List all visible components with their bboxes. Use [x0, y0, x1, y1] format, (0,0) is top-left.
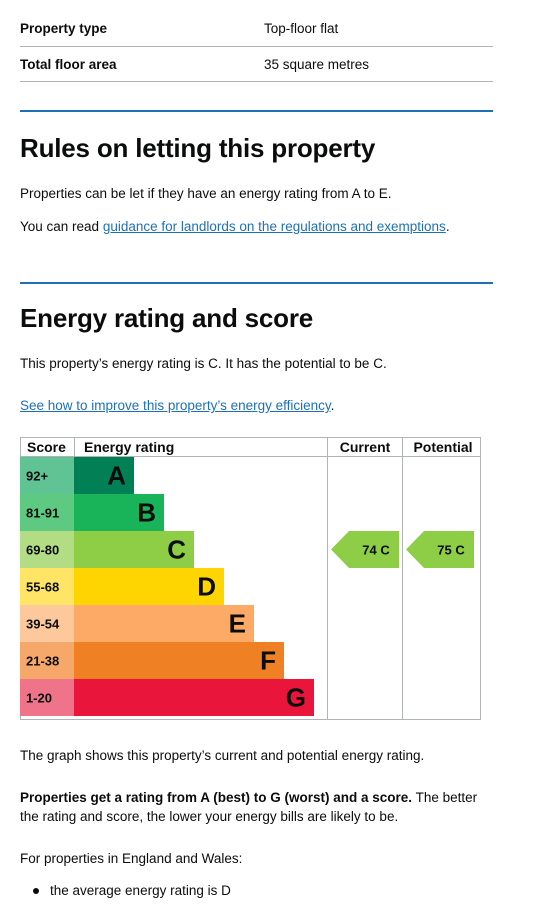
band-letter-e: E: [229, 609, 246, 639]
potential-rating-label: 75 C: [437, 543, 465, 558]
summary-row: Property type Top-floor flat: [20, 0, 493, 47]
band-letter-b: B: [137, 498, 156, 528]
rating-band-b: [74, 494, 164, 531]
score-cell-f: [20, 642, 74, 679]
band-letter-g: G: [286, 683, 306, 713]
average-rating-item: the average energy rating is D: [50, 883, 231, 898]
rating-text: This property’s energy rating is C. It h…: [20, 356, 387, 371]
rating-band-d: [74, 568, 224, 605]
score-range-d: 55-68: [26, 580, 59, 595]
score-cell-d: [20, 568, 74, 605]
current-rating-label: 74 C: [362, 543, 390, 558]
score-range-a: 92+: [26, 469, 48, 484]
rating-explanation-rest: The better the rating and score, the low…: [20, 790, 478, 824]
band-letter-a: A: [107, 461, 126, 491]
rating-explanation-bold: Properties get a rating from A (best) to…: [20, 790, 413, 805]
rating-band-g: [74, 679, 314, 716]
score-range-b: 81-91: [26, 506, 59, 521]
score-cell-c: [20, 531, 74, 568]
summary-value: Top-floor flat: [264, 21, 339, 36]
improve-suffix: .: [330, 398, 335, 413]
letting-guidance-text: You can read guidance for landlords on t…: [20, 217, 493, 236]
section-divider: [20, 282, 493, 284]
rating-band-a: [74, 457, 134, 494]
score-range-f: 21-38: [26, 654, 59, 669]
potential-rating-marker: [406, 531, 474, 568]
guidance-suffix: .: [445, 219, 450, 234]
guidance-prefix: You can read: [20, 219, 103, 234]
bullet-dot: [33, 888, 39, 894]
rating-band-f: [74, 642, 284, 679]
rating-explanation: Properties get a rating from A (best) to…: [20, 788, 493, 826]
summary-value: 35 square metres: [264, 56, 370, 72]
score-cell-e: [20, 605, 74, 642]
rating-header: Energy rating: [84, 439, 174, 455]
potential-header: Potential: [413, 439, 472, 455]
region-text: For properties in England and Wales:: [20, 851, 243, 866]
improve-link[interactable]: See how to improve this property’s energ…: [20, 398, 331, 413]
score-cell-a: [20, 457, 74, 494]
guidance-link[interactable]: guidance for landlords on the regulation…: [102, 219, 446, 234]
current-rating-marker: [331, 531, 399, 568]
rating-band-e: [74, 605, 254, 642]
band-letter-c: C: [167, 535, 186, 565]
current-header: Current: [340, 439, 391, 455]
score-header: Score: [27, 439, 66, 455]
summary-label: Total floor area: [20, 56, 117, 72]
summary-row: Total floor area 35 square metres: [20, 47, 493, 82]
letting-text: Properties can be let if they have an en…: [20, 186, 392, 201]
band-letter-d: D: [197, 572, 216, 602]
score-cell-g: [20, 679, 74, 716]
score-range-g: 1-20: [26, 691, 52, 706]
graph-text: The graph shows this property’s current …: [20, 748, 425, 763]
score-range-c: 69-80: [26, 543, 59, 558]
property-summary: Property type Top-floor flat Total floor…: [20, 0, 493, 82]
letting-heading: Rules on letting this property: [20, 133, 376, 163]
score-cell-b: [20, 494, 74, 531]
summary-label: Property type: [20, 21, 108, 36]
band-letter-f: F: [260, 646, 276, 676]
score-range-e: 39-54: [26, 617, 60, 632]
rating-band-c: [74, 531, 194, 568]
rating-heading: Energy rating and score: [20, 303, 314, 333]
section-divider: [20, 110, 493, 112]
energy-rating-chart: Score Energy rating Current Potential 92…: [20, 437, 481, 720]
improve-text: See how to improve this property’s energ…: [20, 396, 493, 415]
